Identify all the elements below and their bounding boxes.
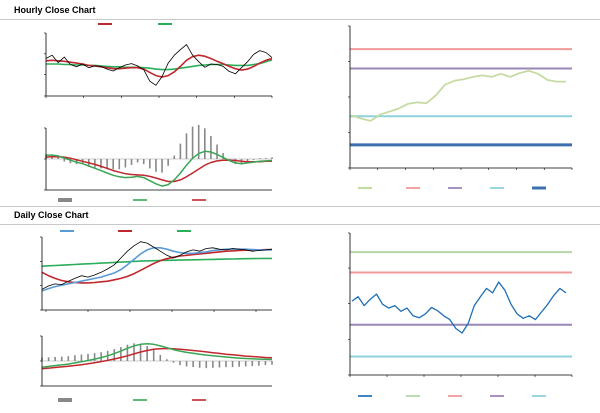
ma20-line — [41, 246, 272, 292]
close-line — [351, 281, 567, 334]
signal-line — [45, 155, 272, 183]
hourly-levels-chart — [348, 25, 573, 190]
section-divider — [0, 206, 600, 207]
daily-levels-chart — [348, 232, 573, 397]
hourly-macd-chart — [44, 124, 273, 202]
section-divider — [0, 224, 600, 225]
macd-line — [46, 150, 273, 187]
close-line — [351, 69, 566, 122]
macd-line — [41, 342, 273, 368]
close-line — [41, 241, 273, 290]
daily-macd-chart — [40, 335, 273, 402]
daily-section-title: Daily Close Chart — [14, 210, 89, 220]
daily-price-chart — [40, 230, 273, 312]
ma200-line — [41, 257, 272, 267]
ma50-line — [41, 248, 273, 284]
hourly-price-chart — [44, 23, 273, 98]
signal-line — [41, 347, 273, 370]
close-line — [45, 44, 273, 86]
hourly-section-title: Hourly Close Chart — [14, 5, 96, 15]
ma50-line — [46, 59, 273, 71]
section-divider — [0, 19, 600, 20]
